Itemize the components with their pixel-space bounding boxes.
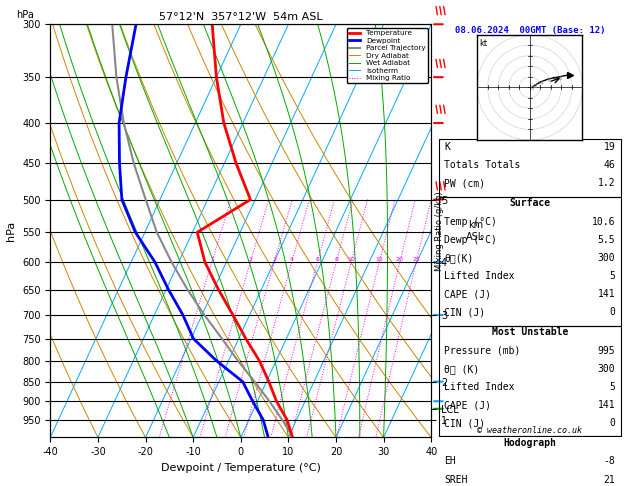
- Text: Pressure (mb): Pressure (mb): [444, 346, 521, 356]
- Text: 1: 1: [210, 257, 214, 262]
- Text: 300: 300: [598, 364, 615, 374]
- Text: 1.2: 1.2: [598, 178, 615, 189]
- Legend: Temperature, Dewpoint, Parcel Trajectory, Dry Adiabat, Wet Adiabat, Isotherm, Mi: Temperature, Dewpoint, Parcel Trajectory…: [347, 28, 428, 83]
- Text: PW (cm): PW (cm): [444, 178, 486, 189]
- Text: 19: 19: [604, 142, 615, 152]
- Text: CIN (J): CIN (J): [444, 418, 486, 428]
- Bar: [439, 436, 621, 486]
- Text: -8: -8: [604, 456, 615, 467]
- Text: CAPE (J): CAPE (J): [444, 400, 491, 410]
- Text: 0: 0: [610, 418, 615, 428]
- Bar: [439, 326, 621, 436]
- Text: 141: 141: [598, 400, 615, 410]
- Text: 08.06.2024  00GMT (Base: 12): 08.06.2024 00GMT (Base: 12): [455, 26, 605, 35]
- Text: Most Unstable: Most Unstable: [492, 328, 568, 337]
- Text: 141: 141: [598, 289, 615, 299]
- Text: SREH: SREH: [444, 475, 468, 485]
- Text: 10: 10: [347, 257, 355, 262]
- Text: CAPE (J): CAPE (J): [444, 289, 491, 299]
- Text: 0: 0: [610, 308, 615, 317]
- Text: Totals Totals: Totals Totals: [444, 160, 521, 170]
- Text: Lifted Index: Lifted Index: [444, 271, 515, 281]
- Text: hPa: hPa: [16, 10, 34, 20]
- Text: 3: 3: [272, 257, 276, 262]
- Text: Hodograph: Hodograph: [503, 438, 556, 448]
- Text: 46: 46: [604, 160, 615, 170]
- Text: 2: 2: [248, 257, 252, 262]
- Bar: [439, 196, 621, 326]
- Text: Lifted Index: Lifted Index: [444, 382, 515, 392]
- Y-axis label: km
ASL: km ASL: [466, 220, 484, 242]
- Text: 20: 20: [396, 257, 404, 262]
- Text: 8: 8: [334, 257, 338, 262]
- Text: Mixing Ratio (g/kg): Mixing Ratio (g/kg): [435, 191, 444, 271]
- Title: 57°12'N  357°12'W  54m ASL: 57°12'N 357°12'W 54m ASL: [159, 12, 323, 22]
- Text: EH: EH: [444, 456, 456, 467]
- Text: 5: 5: [610, 271, 615, 281]
- Text: Temp (°C): Temp (°C): [444, 217, 497, 226]
- Text: 5.5: 5.5: [598, 235, 615, 245]
- Text: 6: 6: [316, 257, 320, 262]
- Text: θᴇ (K): θᴇ (K): [444, 364, 479, 374]
- Text: K: K: [444, 142, 450, 152]
- Text: © weatheronline.co.uk: © weatheronline.co.uk: [477, 426, 582, 435]
- X-axis label: Dewpoint / Temperature (°C): Dewpoint / Temperature (°C): [161, 463, 321, 473]
- Text: 21: 21: [604, 475, 615, 485]
- Text: 5: 5: [610, 382, 615, 392]
- Y-axis label: hPa: hPa: [6, 221, 16, 241]
- Text: 25: 25: [412, 257, 420, 262]
- Text: Dewp (°C): Dewp (°C): [444, 235, 497, 245]
- Text: 10.6: 10.6: [592, 217, 615, 226]
- Bar: [439, 139, 621, 196]
- Text: 995: 995: [598, 346, 615, 356]
- Text: 4: 4: [290, 257, 294, 262]
- Text: Surface: Surface: [509, 198, 550, 208]
- Text: θᴇ(K): θᴇ(K): [444, 253, 474, 263]
- Text: 300: 300: [598, 253, 615, 263]
- Text: CIN (J): CIN (J): [444, 308, 486, 317]
- Text: 15: 15: [376, 257, 383, 262]
